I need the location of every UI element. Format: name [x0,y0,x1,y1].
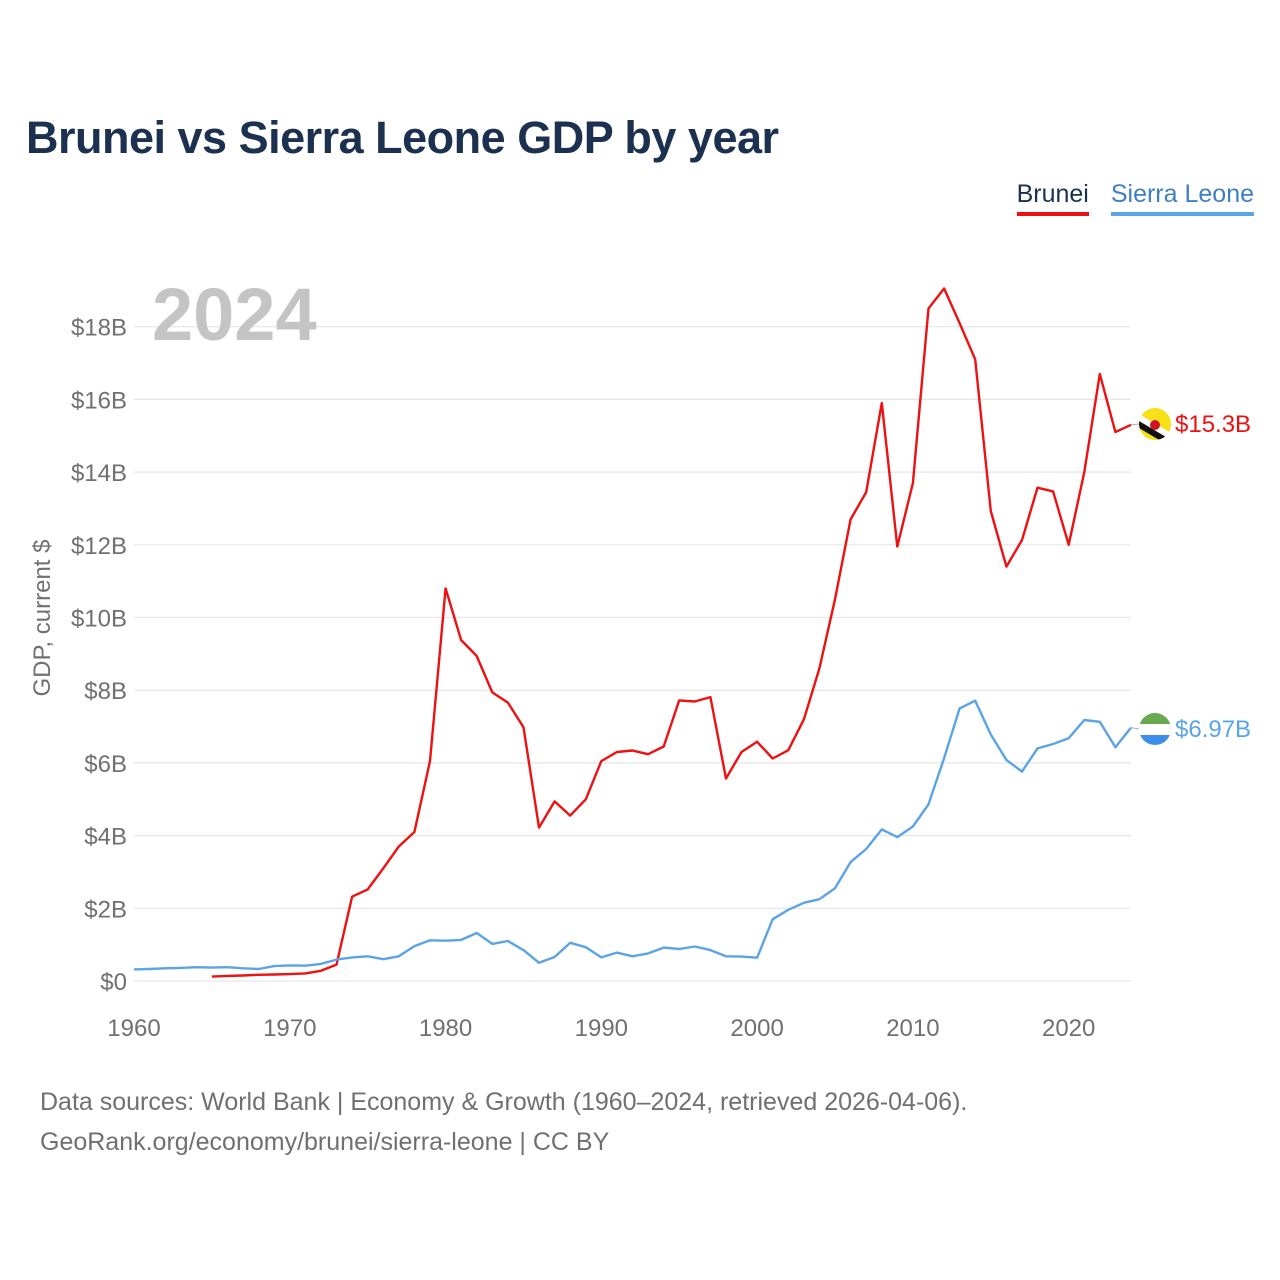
y-tick-label: $12B [71,533,127,560]
y-tick-label: $14B [71,460,127,487]
y-tick-label: $2B [84,896,127,923]
y-gridlines [134,326,1131,982]
y-tick-label: $4B [84,824,127,851]
y-tick-labels: $0 $2B $4B $6B $8B $10B $12B $14B $16B $18B [71,315,127,996]
end-label-connector [1130,727,1140,730]
series-line-brunei [211,287,1132,978]
sierra-leone-flag-icon [1139,713,1171,745]
brunei-end-label: $15.3B [1175,411,1251,438]
y-tick-label: $16B [71,387,127,414]
x-tick-labels: 1960 1970 1980 1990 2000 2010 2020 [107,1015,1095,1042]
footer-sources: Data sources: World Bank | Economy & Gro… [40,1088,968,1116]
sierra-leone-end-label: $6.97B [1175,716,1251,743]
series-line-sierra-leone [133,699,1132,971]
x-tick-label: 2010 [886,1015,939,1042]
x-tick-label: 1960 [107,1015,160,1042]
x-tick-label: 2020 [1042,1015,1095,1042]
footer-credit[interactable]: GeoRank.org/economy/brunei/sierra-leone … [40,1128,610,1156]
y-tick-label: $0 [100,969,127,996]
footer: Data sources: World Bank | Economy & Gro… [40,1082,967,1162]
y-tick-label: $18B [71,315,127,342]
year-label: 2024 [152,273,317,356]
y-tick-label: $8B [84,678,127,705]
x-tick-label: 2000 [730,1015,783,1042]
brunei-flag-icon [1139,408,1171,440]
x-tick-label: 1990 [575,1015,628,1042]
legend-item-brunei[interactable]: Brunei [1016,180,1089,216]
end-label-connector [1130,423,1140,426]
x-tick-label: 1980 [419,1015,472,1042]
y-tick-label: $6B [84,751,127,778]
y-tick-label: $10B [71,606,127,633]
legend: Brunei Sierra Leone [1016,180,1254,216]
chart-title: Brunei vs Sierra Leone GDP by year [26,112,779,163]
y-axis-label: GDP, current $ [29,540,56,697]
x-tick-label: 1970 [263,1015,316,1042]
legend-item-sierra-leone[interactable]: Sierra Leone [1110,180,1254,216]
